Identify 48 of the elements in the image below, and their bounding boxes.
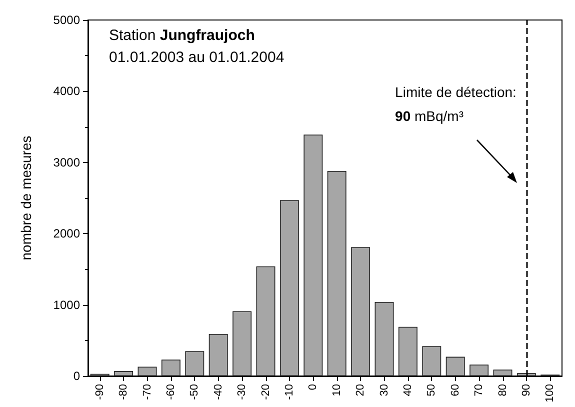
bar <box>161 360 180 376</box>
bar <box>470 364 489 376</box>
text: Station Jungfraujoch <box>109 27 255 44</box>
x-tick-label: 30 <box>378 384 390 396</box>
x-tick-label: 100 <box>544 384 556 402</box>
ref-line-label: Limite de détection: 90 mBq/m³ <box>395 84 516 124</box>
x-tick-label: 10 <box>330 384 343 396</box>
x-tick-label: -60 <box>164 384 177 400</box>
x-tick-label: 50 <box>426 384 438 396</box>
bar <box>138 366 157 376</box>
bar <box>351 247 370 376</box>
bar <box>422 346 442 376</box>
x-tick-label: -20 <box>260 384 272 400</box>
y-axis-title: nombre de mesures <box>18 136 34 260</box>
x-tick-label: 90 <box>520 384 532 396</box>
x-tick-label: 0 <box>307 384 320 390</box>
x-tick-label: -40 <box>212 384 224 400</box>
y-tick-label: 4000 <box>53 84 80 98</box>
bar <box>446 356 465 376</box>
bar <box>185 351 204 376</box>
x-tick-label: -30 <box>236 384 248 400</box>
y-tick-label: 2000 <box>53 226 80 241</box>
bar <box>327 170 346 376</box>
x-tick-label: 70 <box>473 384 486 396</box>
x-tick-label: 60 <box>449 384 462 396</box>
bar <box>114 371 134 376</box>
x-tick-label: -50 <box>188 384 201 400</box>
x-tick-label: -10 <box>283 384 296 400</box>
y-tick-label: 0 <box>73 369 80 383</box>
x-tick-label: -70 <box>141 384 154 400</box>
bar <box>208 334 228 376</box>
x-tick-label: 40 <box>402 384 414 396</box>
x-tick-label: -90 <box>94 384 106 400</box>
x-tick-label: 20 <box>354 384 367 396</box>
y-tick-label: 1000 <box>53 298 80 312</box>
bar <box>516 373 536 376</box>
bar <box>398 326 418 376</box>
y-tick-label: 3000 <box>53 155 80 170</box>
bar <box>304 134 323 376</box>
bar <box>493 370 512 376</box>
y-tick-label: 5000 <box>53 13 80 27</box>
bar <box>256 266 276 376</box>
bar <box>280 200 299 376</box>
bar <box>232 311 252 376</box>
x-tick-label: -80 <box>118 384 130 400</box>
x-tick-label: 80 <box>496 384 509 396</box>
bar <box>374 302 394 376</box>
text: 01.01.2003 au 01.01.2004 <box>109 49 284 66</box>
